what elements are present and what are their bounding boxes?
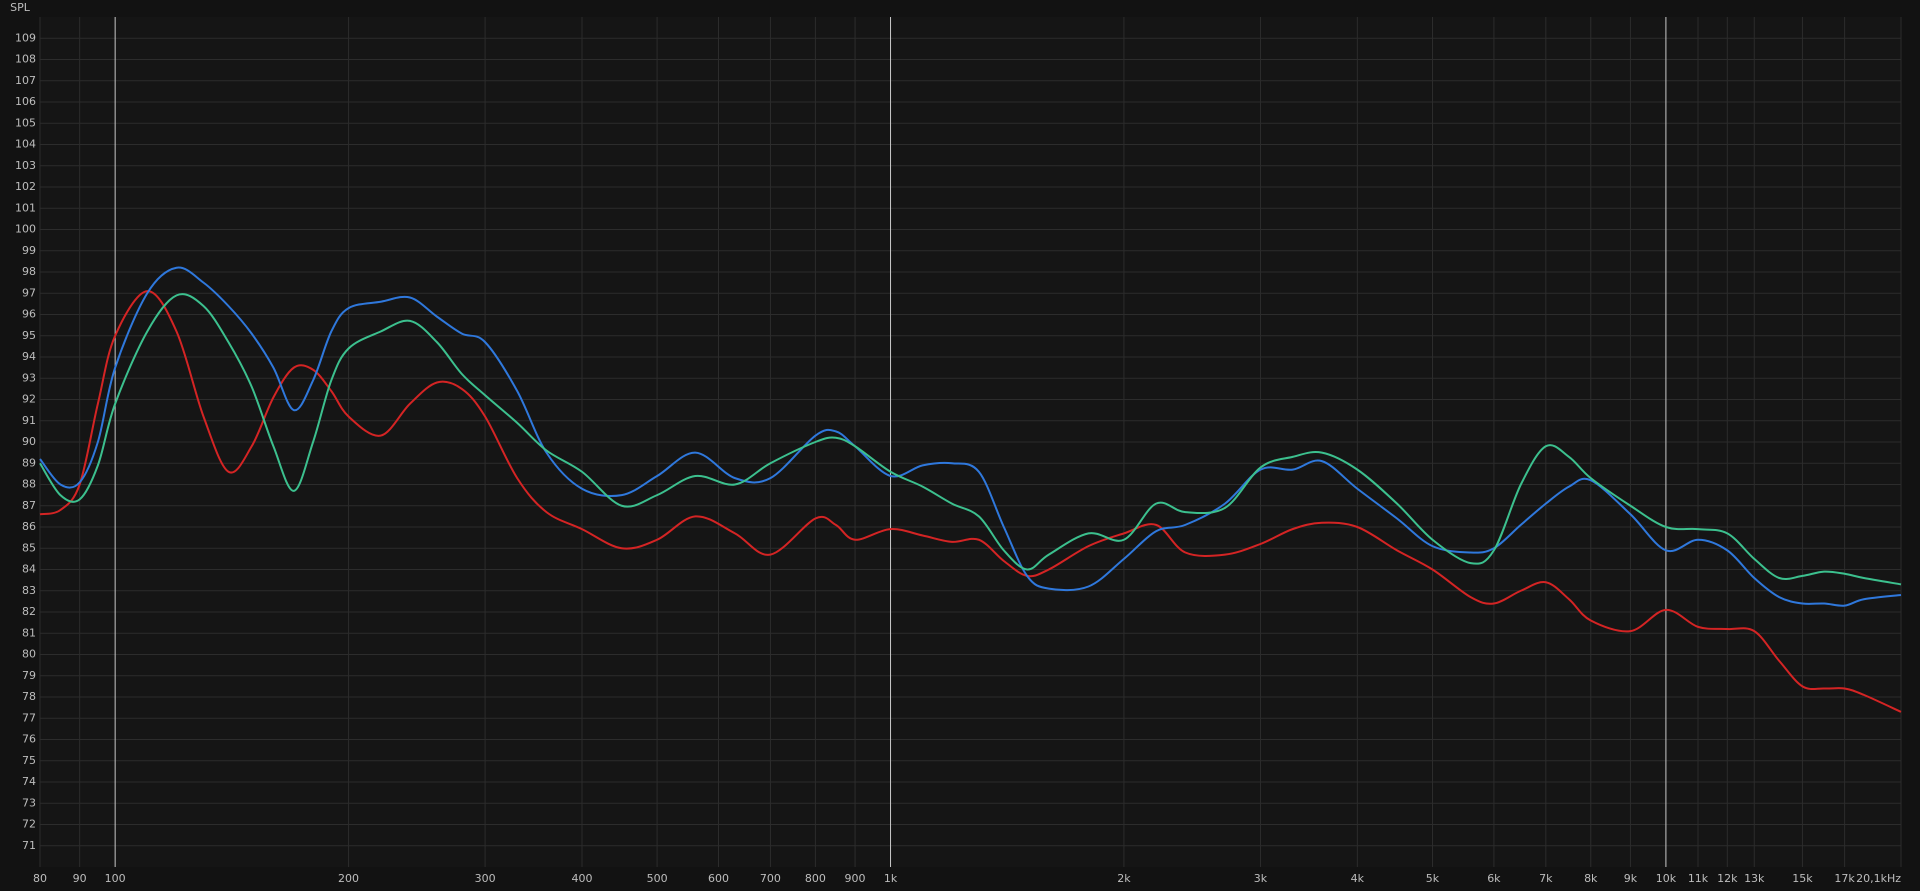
y-tick-label: 89 bbox=[22, 456, 36, 469]
x-tick-label: 1k bbox=[884, 872, 898, 885]
y-tick-label: 97 bbox=[22, 286, 36, 299]
x-tick-label: 100 bbox=[105, 872, 126, 885]
y-tick-label: 86 bbox=[22, 520, 36, 533]
y-tick-label: 99 bbox=[22, 244, 36, 257]
y-tick-label: 78 bbox=[22, 690, 36, 703]
y-tick-label: 90 bbox=[22, 435, 36, 448]
y-tick-label: 80 bbox=[22, 648, 36, 661]
y-tick-label: 100 bbox=[15, 223, 36, 236]
y-tick-label: 76 bbox=[22, 733, 36, 746]
y-tick-label: 101 bbox=[15, 201, 36, 214]
y-tick-label: 91 bbox=[22, 414, 36, 427]
x-tick-label: 7k bbox=[1539, 872, 1553, 885]
y-tick-label: 77 bbox=[22, 711, 36, 724]
y-tick-label: 93 bbox=[22, 371, 36, 384]
y-tick-label: 71 bbox=[22, 839, 36, 852]
x-tick-label: 500 bbox=[647, 872, 668, 885]
y-tick-label: 108 bbox=[15, 53, 36, 66]
y-tick-label: 85 bbox=[22, 541, 36, 554]
x-tick-label: 600 bbox=[708, 872, 729, 885]
y-tick-label: 87 bbox=[22, 499, 36, 512]
y-tick-label: 72 bbox=[22, 818, 36, 831]
y-tick-label: 109 bbox=[15, 31, 36, 44]
y-tick-label: 92 bbox=[22, 393, 36, 406]
x-tick-label: 17k bbox=[1834, 872, 1855, 885]
x-tick-label: 400 bbox=[571, 872, 592, 885]
x-tick-label: 80 bbox=[33, 872, 47, 885]
response-curve bbox=[39, 293, 1902, 586]
y-tick-label: 75 bbox=[22, 754, 36, 767]
x-tick-label: 20,1kHz bbox=[1856, 872, 1901, 885]
y-tick-label: 96 bbox=[22, 308, 36, 321]
y-tick-label: 98 bbox=[22, 265, 36, 278]
y-tick-label: 83 bbox=[22, 584, 36, 597]
x-tick-label: 300 bbox=[475, 872, 496, 885]
y-tick-label: 84 bbox=[22, 563, 36, 576]
x-tick-label: 13k bbox=[1744, 872, 1765, 885]
y-tick-label: 104 bbox=[15, 138, 36, 151]
x-tick-label: 2k bbox=[1117, 872, 1131, 885]
x-tick-label: 800 bbox=[805, 872, 826, 885]
y-tick-label: 106 bbox=[15, 95, 36, 108]
x-tick-label: 9k bbox=[1624, 872, 1638, 885]
y-tick-label: 81 bbox=[22, 626, 36, 639]
x-tick-label: 4k bbox=[1351, 872, 1365, 885]
y-tick-label: 79 bbox=[22, 669, 36, 682]
x-tick-label: 12k bbox=[1717, 872, 1738, 885]
x-tick-label: 3k bbox=[1254, 872, 1268, 885]
response-curve bbox=[39, 290, 1902, 713]
x-tick-label: 700 bbox=[760, 872, 781, 885]
y-tick-label: 105 bbox=[15, 116, 36, 129]
x-tick-label: 90 bbox=[73, 872, 87, 885]
y-tick-label: 102 bbox=[15, 180, 36, 193]
x-tick-label: 11k bbox=[1688, 872, 1709, 885]
y-tick-label: 107 bbox=[15, 74, 36, 87]
x-tick-label: 10k bbox=[1656, 872, 1677, 885]
y-tick-label: 74 bbox=[22, 775, 36, 788]
y-axis-label: SPL bbox=[10, 1, 31, 14]
y-tick-label: 73 bbox=[22, 796, 36, 809]
x-tick-label: 200 bbox=[338, 872, 359, 885]
y-tick-label: 88 bbox=[22, 478, 36, 491]
x-tick-label: 8k bbox=[1584, 872, 1598, 885]
y-tick-label: 103 bbox=[15, 159, 36, 172]
x-tick-label: 15k bbox=[1792, 872, 1813, 885]
y-tick-label: 95 bbox=[22, 329, 36, 342]
y-tick-label: 94 bbox=[22, 350, 36, 363]
x-tick-label: 6k bbox=[1487, 872, 1501, 885]
y-tick-label: 82 bbox=[22, 605, 36, 618]
response-curve bbox=[39, 266, 1902, 607]
x-tick-label: 900 bbox=[845, 872, 866, 885]
x-tick-label: 5k bbox=[1426, 872, 1440, 885]
